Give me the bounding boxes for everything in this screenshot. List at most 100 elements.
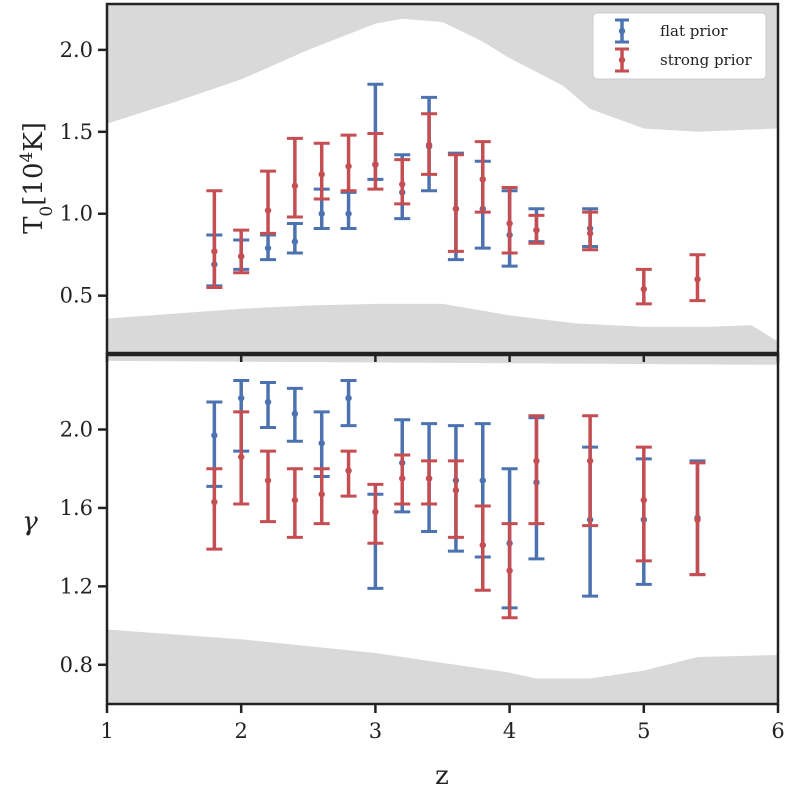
errorbar-point	[260, 169, 277, 235]
data-marker	[506, 567, 513, 574]
legend-marker-icon	[618, 27, 626, 35]
y-tick-label: 1.0	[60, 202, 93, 226]
errorbar-point	[447, 153, 464, 253]
panel-gamma: 0.8 1.2 1.6 2.0 γ	[22, 355, 778, 704]
y-axis-label-temperature: T0[104K]	[17, 122, 57, 234]
errorbar-point	[367, 131, 384, 191]
x-tick-label: 4	[503, 719, 516, 743]
legend: flat prior strong prior	[592, 12, 767, 80]
legend-label: flat prior	[660, 22, 728, 40]
data-marker	[372, 161, 379, 168]
data-marker	[291, 238, 299, 245]
data-marker	[345, 210, 352, 217]
errorbar-point	[689, 461, 706, 577]
errorbar-point	[635, 267, 652, 306]
data-marker	[345, 163, 352, 170]
data-marker	[238, 453, 245, 461]
errorbar-point	[689, 253, 706, 303]
errorbar-point	[421, 112, 438, 176]
data-marker	[211, 248, 218, 255]
errorbar-point	[233, 410, 250, 506]
data-marker	[694, 276, 701, 283]
x-tick-label: 5	[637, 719, 650, 743]
data-marker	[318, 491, 325, 498]
x-tick-label: 2	[235, 719, 248, 743]
frame-bottom	[105, 353, 780, 706]
data-marker	[291, 496, 299, 504]
data-marker	[586, 230, 594, 237]
x-axis-label: z	[435, 761, 449, 791]
legend-entry-strong-prior: strong prior	[615, 47, 753, 73]
errorbar-point	[501, 186, 518, 255]
data-marker	[211, 432, 218, 439]
errorbar-point	[286, 386, 303, 443]
y-tick-label: 1.6	[60, 496, 93, 520]
data-marker	[372, 508, 379, 516]
data-marker	[452, 205, 460, 213]
data-marker	[425, 141, 433, 149]
errorbar-point	[635, 445, 652, 563]
x-tick-label: 6	[771, 719, 784, 743]
data-marker	[318, 210, 325, 217]
data-marker	[399, 181, 406, 188]
errorbar-point	[474, 140, 491, 214]
data-marker	[291, 410, 299, 418]
data-marker	[291, 182, 299, 190]
data-marker	[238, 253, 245, 260]
errorbar-point	[394, 158, 411, 206]
data-marker	[345, 467, 352, 474]
y-tick-label: 0.8	[60, 653, 93, 677]
y-tick-label: 0.5	[60, 284, 93, 308]
errorbar-point	[340, 190, 357, 230]
data-marker	[399, 475, 406, 482]
x-tick-label: 1	[100, 719, 113, 743]
y-tick-label: 1.5	[60, 120, 93, 144]
shaded-band-lower	[107, 629, 778, 704]
data-marker	[640, 496, 647, 504]
errorbar-point	[528, 414, 545, 526]
y-tick-label: 2.0	[60, 418, 93, 442]
series-strong-prior	[206, 112, 706, 306]
data-marker	[533, 457, 540, 465]
errorbar-point	[286, 136, 303, 219]
errorbar-point	[394, 453, 411, 506]
errorbar-point	[501, 522, 518, 620]
data-marker	[238, 394, 245, 402]
x-tick-label: 3	[369, 719, 382, 743]
data-marker	[452, 487, 460, 494]
errorbar-point	[313, 467, 330, 526]
errorbar-point	[286, 222, 303, 255]
data-marker	[264, 398, 272, 406]
errorbar-point	[313, 141, 330, 201]
errorbar-point	[260, 380, 277, 430]
errorbar-point	[340, 449, 357, 498]
data-marker	[264, 244, 272, 252]
data-marker	[533, 226, 540, 234]
y-axis-label-gamma: γ	[22, 507, 38, 537]
data-marker	[318, 440, 325, 447]
legend-label: strong prior	[660, 51, 753, 69]
data-marker	[640, 285, 647, 293]
errorbar-point	[447, 459, 464, 539]
errorbar-point	[582, 210, 599, 252]
data-marker	[264, 477, 272, 484]
errorbar-point	[582, 414, 599, 528]
data-marker	[506, 220, 513, 227]
data-marker	[264, 207, 272, 214]
data-marker	[425, 475, 433, 482]
errorbar-point	[528, 213, 545, 245]
errorbar-point	[367, 482, 384, 545]
legend-entry-flat-prior: flat prior	[615, 18, 728, 44]
errorbar-point	[340, 378, 357, 428]
shaded-band-lower	[107, 303, 778, 353]
errorbar-point	[233, 228, 250, 275]
data-marker	[586, 457, 594, 465]
y-tick-label: 2.0	[60, 38, 93, 62]
data-marker	[211, 498, 218, 506]
data-marker	[479, 541, 486, 549]
y-tick-label: 1.2	[60, 574, 93, 598]
shaded-band-upper	[107, 355, 778, 365]
data-marker	[318, 171, 325, 178]
data-marker	[345, 394, 352, 402]
